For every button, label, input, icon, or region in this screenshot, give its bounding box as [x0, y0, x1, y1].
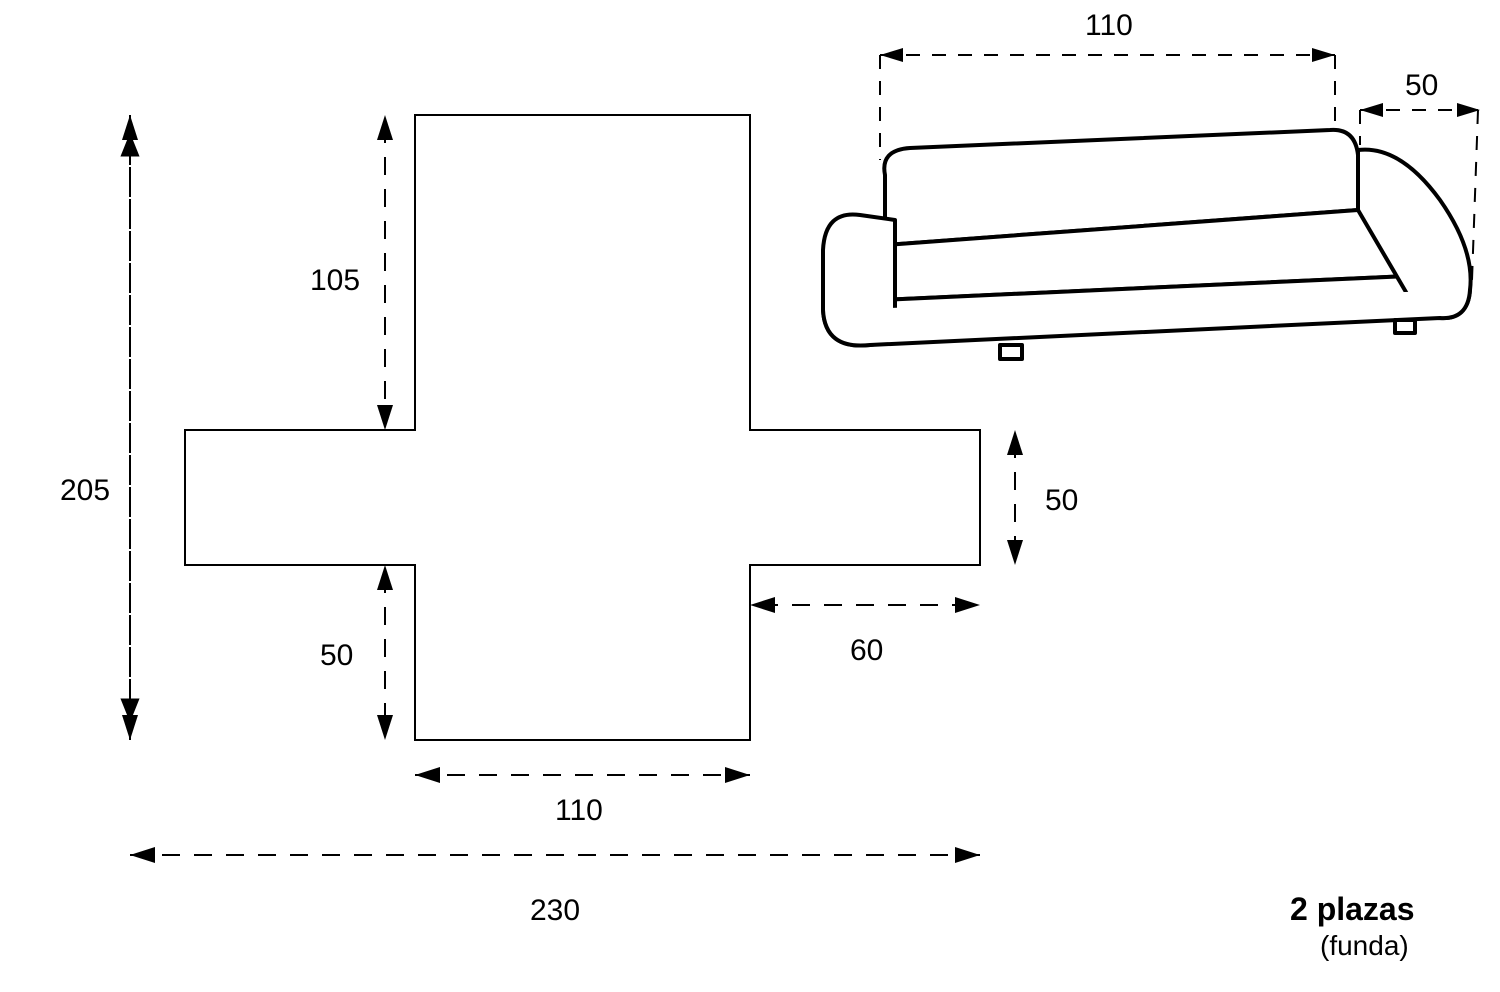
- dim-total-height: 205: [60, 115, 138, 740]
- dim-center-width: 110: [415, 767, 750, 827]
- diagram-canvas: 205 230 110 105 50 50 60: [0, 0, 1500, 992]
- label-sofa-arm: 50: [1405, 69, 1438, 102]
- label-center-width: 110: [555, 794, 603, 827]
- title-sub: (funda): [1320, 930, 1409, 961]
- label-arm-height: 50: [1045, 484, 1078, 517]
- label-total-width: 230: [530, 894, 580, 927]
- label-arm-width: 60: [850, 634, 883, 667]
- label-seat-height: 50: [320, 639, 353, 672]
- label-sofa-width: 110: [1085, 9, 1133, 42]
- dim-arm-width: 60: [750, 597, 980, 667]
- dim-total-width: 230: [130, 847, 980, 927]
- title-block: 2 plazas (funda): [1290, 891, 1415, 961]
- sofa-illustration: [823, 130, 1471, 359]
- label-total-height: 205: [60, 474, 110, 507]
- dim-seat-height: 50: [320, 565, 393, 740]
- dim-arm-height: 50: [1007, 430, 1078, 565]
- title-main: 2 plazas: [1290, 891, 1415, 927]
- label-back-height: 105: [310, 264, 360, 297]
- dim-back-height: 105: [310, 115, 393, 430]
